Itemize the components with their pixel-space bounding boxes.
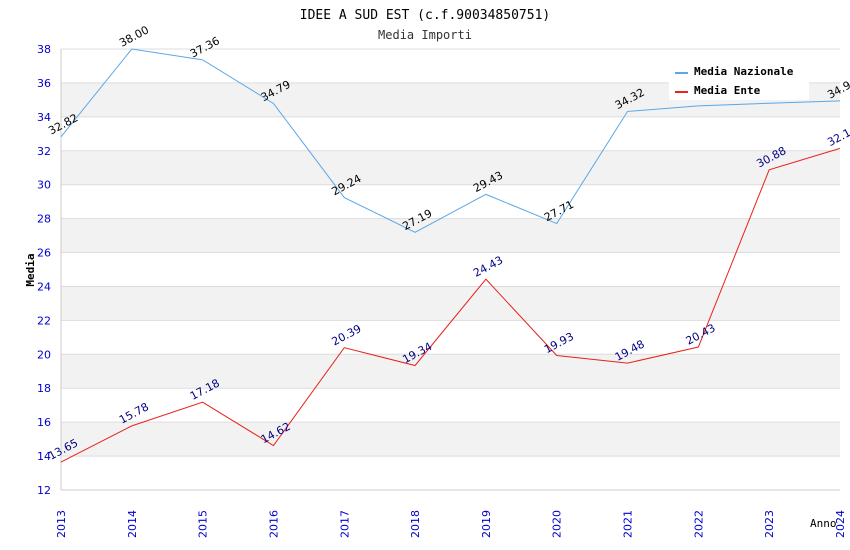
band <box>61 150 840 185</box>
y-tick-label: 32 <box>37 145 51 158</box>
x-tick-label: 2013 <box>55 510 68 538</box>
x-tick-label: 2018 <box>409 510 422 538</box>
band <box>61 354 840 389</box>
y-tick-label: 16 <box>37 416 51 429</box>
band <box>61 286 840 321</box>
x-tick-label: 2024 <box>834 510 847 538</box>
data-label: 24.43 <box>471 254 505 280</box>
x-tick-label: 2021 <box>622 510 635 538</box>
x-tick-label: 2017 <box>338 510 351 538</box>
chart-title: IDEE A SUD EST (c.f.90034850751) <box>300 8 550 23</box>
data-label: 19.93 <box>542 330 576 356</box>
y-tick-label: 26 <box>37 247 51 260</box>
band <box>61 422 840 457</box>
band <box>61 218 840 253</box>
data-label: 37.36 <box>188 34 222 60</box>
y-tick-label: 30 <box>37 179 51 192</box>
series-line-nazionale <box>60 48 841 233</box>
chart-subtitle: Media Importi <box>378 28 472 42</box>
grid-lines <box>60 48 840 491</box>
data-label: 20.39 <box>330 322 364 348</box>
data-label: 32.14 <box>825 123 850 149</box>
data-label: 20.43 <box>684 321 718 347</box>
legend-label-ente: Media Ente <box>694 84 761 97</box>
data-label: 38.00 <box>117 23 151 49</box>
y-tick-label: 14 <box>37 450 51 463</box>
y-tick-label: 20 <box>37 348 51 361</box>
legend-label-nazionale: Media Nazionale <box>694 65 794 78</box>
x-tick-label: 2014 <box>126 510 139 538</box>
y-tick-label: 28 <box>37 213 51 226</box>
y-tick-label: 22 <box>37 314 51 327</box>
x-tick-label: 2020 <box>551 510 564 538</box>
y-tick-label: 34 <box>37 111 51 124</box>
y-tick-label: 38 <box>37 43 51 56</box>
y-tick-label: 24 <box>37 280 51 293</box>
x-tick-label: 2022 <box>692 510 705 538</box>
y-tick-label: 36 <box>37 77 51 90</box>
x-tick-label: 2023 <box>763 510 776 538</box>
y-tick-label: 18 <box>37 382 51 395</box>
x-tick-label: 2015 <box>197 510 210 538</box>
legend: Media Nazionale Media Ente <box>669 62 809 100</box>
series-line-ente <box>60 147 841 463</box>
y-axis-label: Media <box>24 253 37 286</box>
series-lines <box>60 48 841 463</box>
x-tick-labels: 2013 2014 2015 2016 2017 2018 2019 2020 2021 2022… <box>55 510 847 538</box>
x-tick-label: 2016 <box>267 510 280 538</box>
y-tick-label: 12 <box>37 484 51 497</box>
data-label: 34.94 <box>825 75 850 101</box>
y-tick-labels: 12 14 16 18 20 22 24 26 28 30 32 34 36 38 <box>37 43 51 497</box>
background-bands <box>61 82 840 457</box>
x-tick-label: 2019 <box>480 510 493 538</box>
x-axis-label: Anno <box>810 517 837 530</box>
